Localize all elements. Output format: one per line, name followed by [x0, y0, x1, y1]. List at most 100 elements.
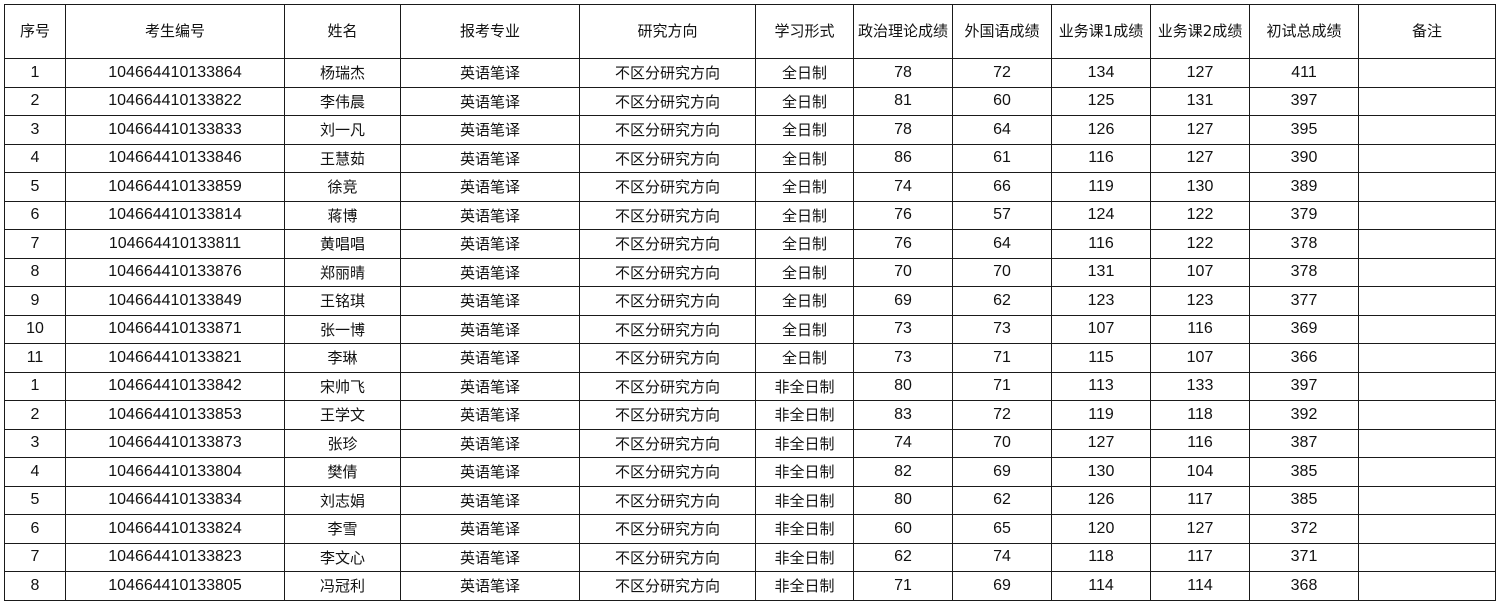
- cell-study-mode: 非全日制: [755, 485, 854, 515]
- cell-name: 李文心: [284, 542, 401, 572]
- cell-seq: 3: [4, 428, 66, 458]
- header-candidate-id: 考生编号: [65, 4, 285, 59]
- cell-course2-score: 130: [1150, 172, 1250, 202]
- header-total-score: 初试总成绩: [1249, 4, 1359, 59]
- cell-seq: 9: [4, 286, 66, 316]
- cell-total-score: 387: [1249, 428, 1359, 458]
- cell-study-mode: 全日制: [755, 115, 854, 145]
- cell-remarks: [1358, 542, 1496, 572]
- cell-major: 英语笔译: [400, 314, 580, 344]
- cell-course1-score: 127: [1051, 428, 1151, 458]
- cell-course2-score: 123: [1150, 286, 1250, 316]
- cell-total-score: 371: [1249, 542, 1359, 572]
- cell-name: 郑丽晴: [284, 257, 401, 287]
- table-row: 8 104664410133805 冯冠利 英语笔译 不区分研究方向 非全日制 71 69 11…: [4, 571, 1496, 601]
- cell-course2-score: 117: [1150, 542, 1250, 572]
- cell-course1-score: 116: [1051, 229, 1151, 259]
- cell-seq: 4: [4, 457, 66, 487]
- cell-seq: 8: [4, 571, 66, 601]
- table-row: 4 104664410133804 樊倩 英语笔译 不区分研究方向 非全日制 82 69 130…: [4, 457, 1496, 487]
- cell-remarks: [1358, 485, 1496, 515]
- cell-remarks: [1358, 86, 1496, 116]
- cell-major: 英语笔译: [400, 86, 580, 116]
- cell-remarks: [1358, 58, 1496, 88]
- cell-remarks: [1358, 400, 1496, 430]
- cell-politics-score: 60: [853, 514, 953, 544]
- cell-major: 英语笔译: [400, 457, 580, 487]
- cell-candidate-id: 104664410133864: [65, 58, 285, 88]
- cell-research-direction: 不区分研究方向: [579, 542, 756, 572]
- cell-foreign-language-score: 70: [952, 428, 1052, 458]
- cell-study-mode: 全日制: [755, 143, 854, 173]
- cell-foreign-language-score: 71: [952, 343, 1052, 373]
- cell-remarks: [1358, 457, 1496, 487]
- cell-foreign-language-score: 61: [952, 143, 1052, 173]
- cell-name: 樊倩: [284, 457, 401, 487]
- cell-name: 王铭琪: [284, 286, 401, 316]
- cell-study-mode: 全日制: [755, 286, 854, 316]
- table-row: 6 104664410133824 李雪 英语笔译 不区分研究方向 非全日制 60 65 120…: [4, 514, 1496, 544]
- cell-remarks: [1358, 571, 1496, 601]
- cell-major: 英语笔译: [400, 514, 580, 544]
- header-row: 序号 考生编号 姓名 报考专业 研究方向 学习形式 政治理论成绩 外国语成绩 业务课1成绩 业务课…: [4, 4, 1496, 59]
- cell-foreign-language-score: 69: [952, 457, 1052, 487]
- cell-course2-score: 107: [1150, 343, 1250, 373]
- cell-course1-score: 126: [1051, 115, 1151, 145]
- cell-candidate-id: 104664410133871: [65, 314, 285, 344]
- cell-research-direction: 不区分研究方向: [579, 400, 756, 430]
- cell-foreign-language-score: 70: [952, 257, 1052, 287]
- cell-course2-score: 127: [1150, 514, 1250, 544]
- cell-name: 黄唱唱: [284, 229, 401, 259]
- cell-name: 王学文: [284, 400, 401, 430]
- cell-foreign-language-score: 72: [952, 400, 1052, 430]
- cell-study-mode: 全日制: [755, 257, 854, 287]
- table-row: 5 104664410133859 徐竞 英语笔译 不区分研究方向 全日制 74 66 119 1…: [4, 172, 1496, 202]
- cell-research-direction: 不区分研究方向: [579, 428, 756, 458]
- cell-course1-score: 134: [1051, 58, 1151, 88]
- cell-course1-score: 115: [1051, 343, 1151, 373]
- cell-major: 英语笔译: [400, 229, 580, 259]
- cell-research-direction: 不区分研究方向: [579, 86, 756, 116]
- cell-major: 英语笔译: [400, 371, 580, 401]
- cell-total-score: 369: [1249, 314, 1359, 344]
- cell-major: 英语笔译: [400, 428, 580, 458]
- cell-research-direction: 不区分研究方向: [579, 343, 756, 373]
- header-research-direction: 研究方向: [579, 4, 756, 59]
- table-row: 10 104664410133871 张一博 英语笔译 不区分研究方向 全日制 73 73 10…: [4, 314, 1496, 344]
- cell-study-mode: 非全日制: [755, 571, 854, 601]
- cell-research-direction: 不区分研究方向: [579, 371, 756, 401]
- cell-foreign-language-score: 64: [952, 229, 1052, 259]
- cell-politics-score: 86: [853, 143, 953, 173]
- cell-total-score: 378: [1249, 257, 1359, 287]
- cell-politics-score: 82: [853, 457, 953, 487]
- cell-politics-score: 74: [853, 428, 953, 458]
- cell-candidate-id: 104664410133873: [65, 428, 285, 458]
- cell-remarks: [1358, 371, 1496, 401]
- cell-seq: 5: [4, 485, 66, 515]
- cell-seq: 2: [4, 400, 66, 430]
- cell-course2-score: 117: [1150, 485, 1250, 515]
- cell-course1-score: 124: [1051, 200, 1151, 230]
- cell-study-mode: 全日制: [755, 343, 854, 373]
- cell-total-score: 368: [1249, 571, 1359, 601]
- cell-course1-score: 119: [1051, 400, 1151, 430]
- cell-course2-score: 127: [1150, 58, 1250, 88]
- cell-politics-score: 73: [853, 343, 953, 373]
- cell-course1-score: 125: [1051, 86, 1151, 116]
- cell-major: 英语笔译: [400, 400, 580, 430]
- cell-research-direction: 不区分研究方向: [579, 571, 756, 601]
- cell-politics-score: 83: [853, 400, 953, 430]
- cell-politics-score: 62: [853, 542, 953, 572]
- cell-politics-score: 78: [853, 58, 953, 88]
- cell-name: 徐竞: [284, 172, 401, 202]
- cell-politics-score: 80: [853, 371, 953, 401]
- cell-total-score: 366: [1249, 343, 1359, 373]
- cell-study-mode: 全日制: [755, 86, 854, 116]
- cell-research-direction: 不区分研究方向: [579, 514, 756, 544]
- table-row: 9 104664410133849 王铭琪 英语笔译 不区分研究方向 全日制 69 62 123…: [4, 286, 1496, 316]
- cell-research-direction: 不区分研究方向: [579, 286, 756, 316]
- cell-name: 张一博: [284, 314, 401, 344]
- cell-study-mode: 非全日制: [755, 514, 854, 544]
- cell-study-mode: 全日制: [755, 172, 854, 202]
- cell-candidate-id: 104664410133824: [65, 514, 285, 544]
